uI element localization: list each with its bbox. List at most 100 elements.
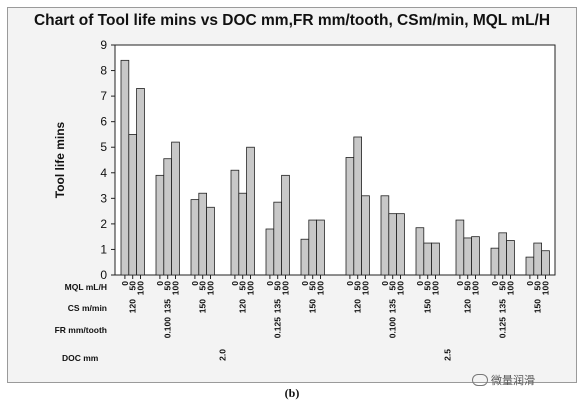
x-tick-label-mql: 0 (230, 281, 240, 286)
x-tick-label-mql: 50 (423, 281, 433, 291)
bar (423, 242, 432, 276)
x-tick-label-mql: 100 (431, 281, 441, 295)
bar (471, 236, 480, 276)
y-tick-label: 0 (100, 268, 107, 282)
x-tick-label-fr: 0.100 (163, 317, 173, 339)
watermark: 微量润滑 (472, 372, 535, 388)
bar (300, 238, 310, 276)
x-tick-label-mql: 100 (281, 281, 291, 295)
bar (163, 158, 173, 276)
bar (380, 195, 390, 276)
x-tick-label-doc: 2.5 (443, 349, 453, 361)
x-tick-label-mql: 50 (273, 281, 283, 291)
x-tick-label-mql: 50 (128, 281, 138, 291)
x-tick-label-fr: 0.125 (498, 317, 508, 339)
bar (353, 136, 362, 276)
bar (490, 247, 500, 276)
bar (506, 240, 515, 276)
y-tick-label: 5 (100, 140, 107, 154)
x-tick-label-mql: 0 (490, 281, 500, 286)
chart-title: Chart of Tool life mins vs DOC mm,FR mm/… (33, 12, 551, 29)
y-tick-label: 4 (100, 166, 107, 180)
x-tick-label-cs: 135 (273, 299, 283, 313)
x-tick-label-cs: 120 (353, 299, 363, 313)
x-tick-label-cs: 150 (198, 299, 208, 313)
bar (431, 242, 440, 276)
bar (533, 242, 542, 276)
bar (308, 219, 317, 276)
x-tick-label-cs: 120 (128, 299, 138, 313)
x-tick-label-mql: 100 (246, 281, 256, 295)
x-tick-label-cs: 150 (308, 299, 318, 313)
bar (498, 232, 507, 276)
x-tick-label-cs: 150 (533, 299, 543, 313)
x-tick-label-doc: 2.0 (218, 349, 228, 361)
x-tick-label-mql: 0 (380, 281, 390, 286)
x-tick-label-mql: 0 (345, 281, 355, 286)
y-tick-label: 2 (100, 217, 107, 231)
x-tick-label-mql: 0 (155, 281, 165, 286)
x-tick-label-cs: 120 (238, 299, 248, 313)
x-tick-label-mql: 100 (506, 281, 516, 295)
row-label-cs: CS m/min (68, 303, 107, 313)
bar (388, 213, 397, 276)
bar (198, 192, 208, 276)
x-tick-label-mql: 100 (361, 281, 371, 295)
bar (128, 134, 138, 276)
plot-area (114, 44, 556, 276)
bar (120, 59, 130, 276)
x-tick-label-mql: 100 (471, 281, 481, 295)
bar (206, 206, 215, 276)
x-tick-label-cs: 135 (163, 299, 173, 313)
x-tick-label-mql: 100 (206, 281, 216, 295)
bar (415, 227, 425, 276)
bar (316, 219, 325, 276)
row-label-mql: MQL mL/H (65, 282, 107, 292)
bar (238, 192, 248, 276)
bar (246, 146, 255, 276)
x-tick-label-fr: 0.100 (388, 317, 398, 339)
bar (155, 174, 165, 276)
bar (230, 169, 240, 276)
bar (455, 219, 465, 276)
x-tick-label-mql: 100 (171, 281, 181, 295)
watermark-text: 微量润滑 (491, 375, 535, 387)
x-tick-label-mql: 0 (455, 281, 465, 286)
x-tick-label-mql: 0 (265, 281, 275, 286)
x-tick-label-fr: 0.125 (273, 317, 283, 339)
y-tick-label: 7 (100, 89, 107, 103)
row-label-doc: DOC mm (62, 353, 99, 363)
bar (361, 195, 370, 276)
wechat-icon (472, 374, 488, 386)
x-tick-label-mql: 0 (190, 281, 200, 286)
x-tick-label-mql: 0 (120, 281, 130, 286)
x-tick-label-mql: 100 (396, 281, 406, 295)
bar (463, 237, 472, 276)
x-tick-label-mql: 50 (353, 281, 363, 291)
bar (265, 228, 275, 276)
x-tick-label-mql: 50 (198, 281, 208, 291)
figure-caption: (b) (284, 386, 300, 400)
x-tick-label-cs: 135 (388, 299, 398, 313)
bar (136, 88, 145, 276)
row-label-fr: FR mm/tooth (55, 325, 107, 335)
x-tick-label-mql: 50 (238, 281, 248, 291)
y-axis-label: Tool life mins (53, 121, 67, 198)
x-tick-label-mql: 100 (136, 281, 146, 295)
bar (281, 174, 290, 276)
y-tick-label: 8 (100, 64, 107, 78)
y-tick-label: 9 (100, 38, 107, 52)
x-tick-label-mql: 50 (533, 281, 543, 291)
x-tick-label-mql: 50 (498, 281, 508, 291)
x-tick-label-mql: 100 (541, 281, 551, 295)
bar (525, 256, 535, 276)
x-tick-label-mql: 0 (300, 281, 310, 286)
x-tick-label-cs: 135 (498, 299, 508, 313)
x-tick-label-cs: 150 (423, 299, 433, 313)
y-tick-label: 1 (100, 242, 107, 256)
bar (273, 201, 282, 276)
bar (190, 199, 200, 276)
x-tick-label-mql: 50 (308, 281, 318, 291)
x-tick-label-mql: 0 (525, 281, 535, 286)
